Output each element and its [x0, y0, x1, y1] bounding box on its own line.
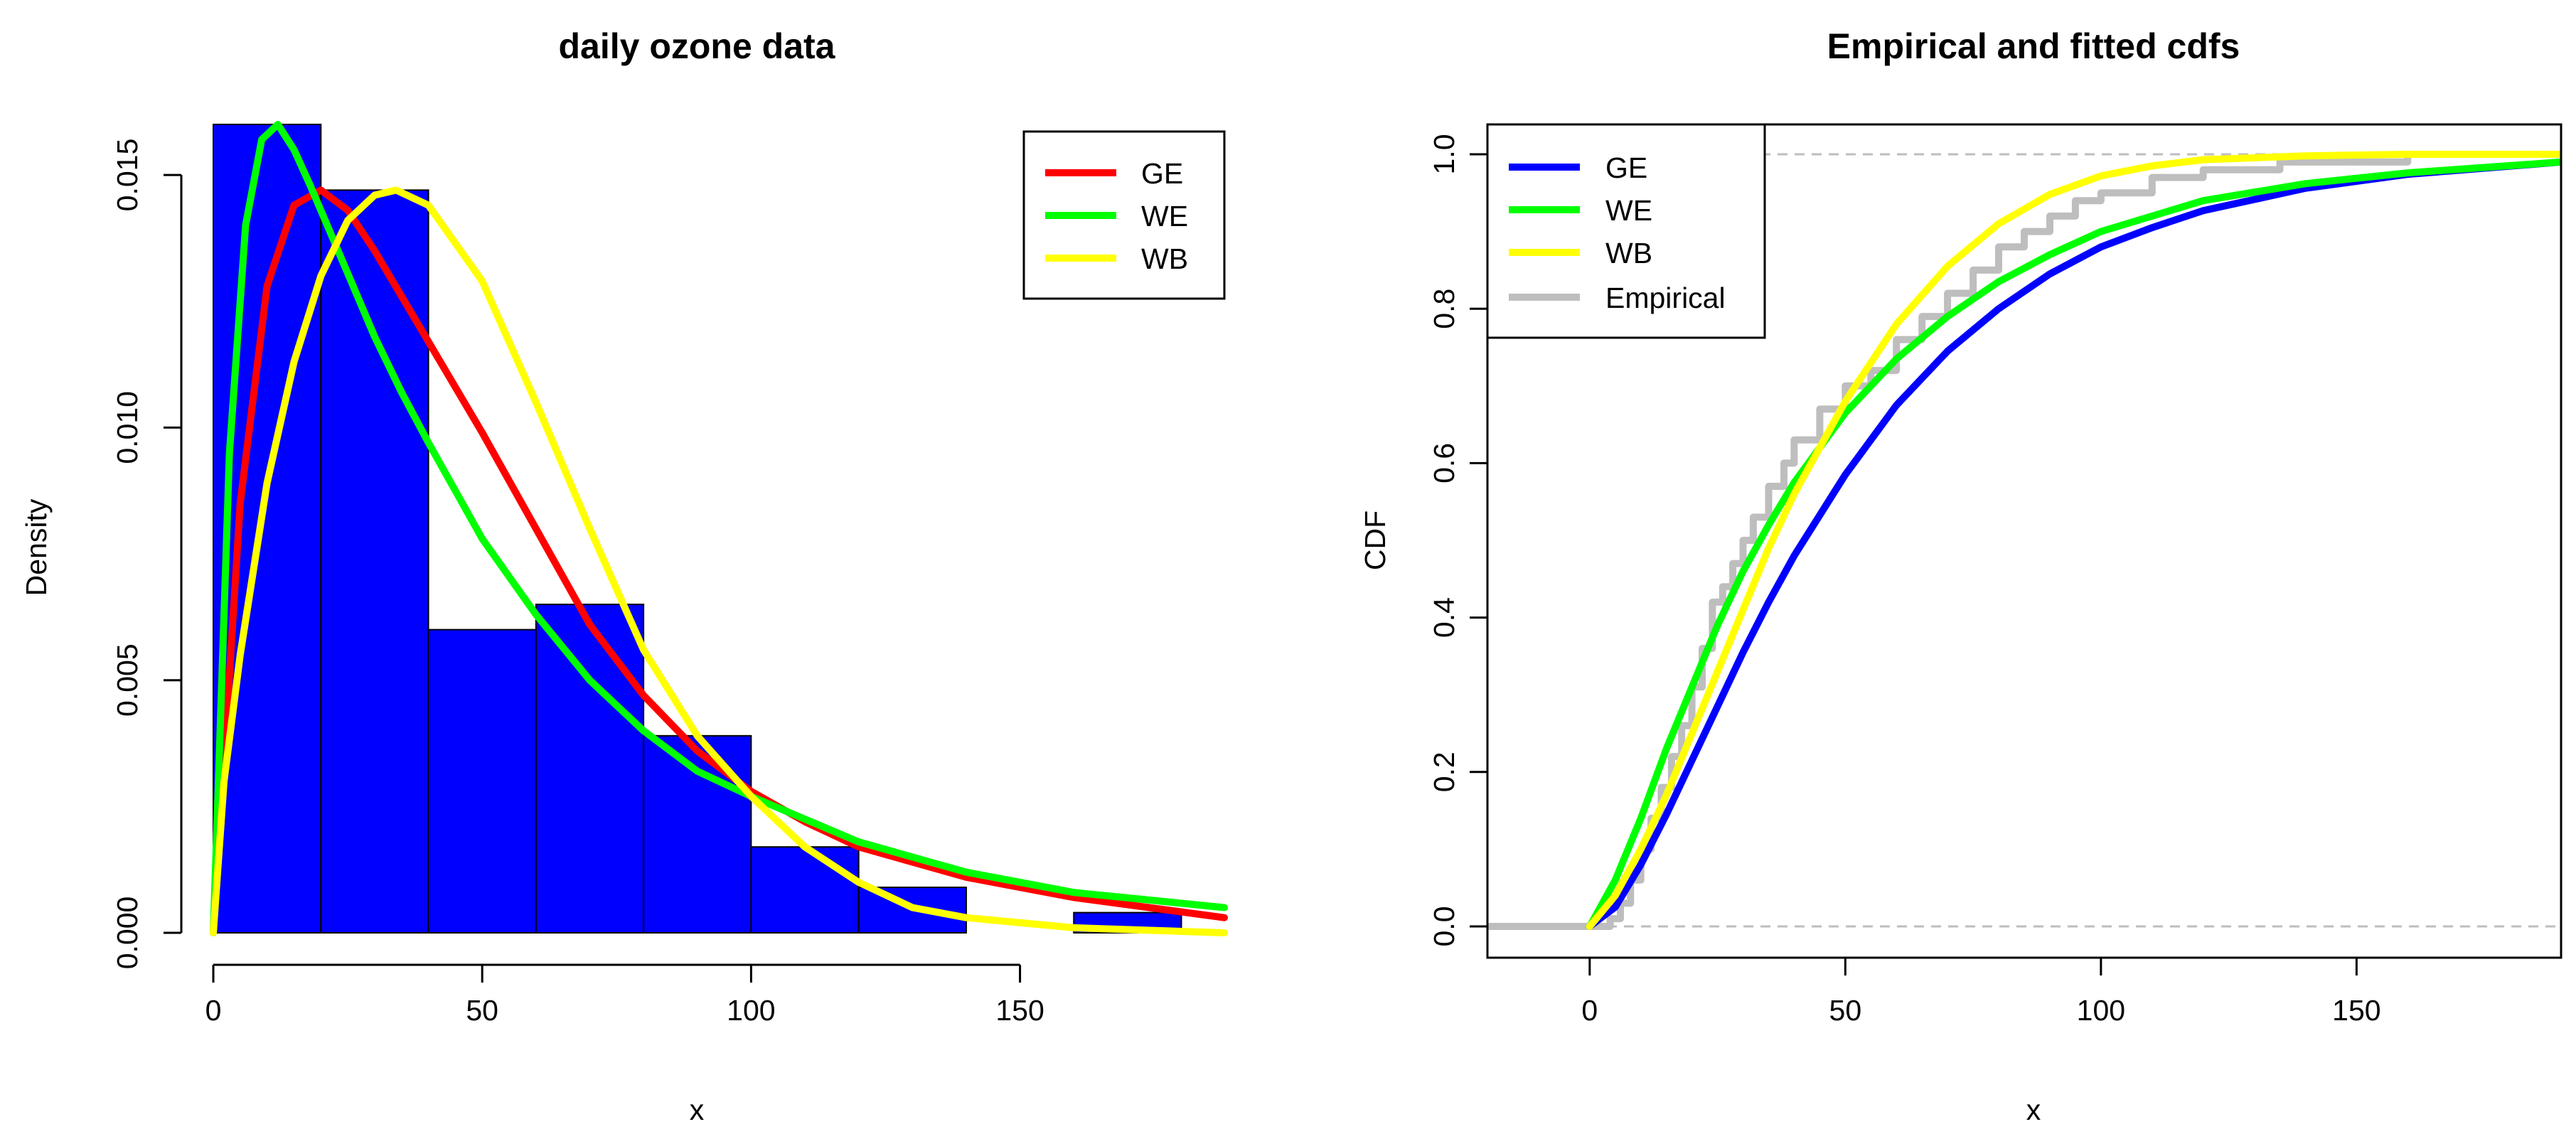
right-legend-box — [1486, 123, 1766, 339]
histogram-bar — [320, 189, 429, 934]
cdf-curve-wb — [1586, 151, 2561, 930]
left-x-tick-label: 150 — [995, 994, 1044, 1027]
left-y-axis-label: Density — [20, 498, 53, 596]
right-curves-clip — [1487, 151, 2561, 930]
left-y-tick-label: 0.015 — [111, 139, 144, 212]
right-axes: 0 50 100 150 0.0 0.2 0.4 0.6 0.8 1.0 — [1428, 134, 2381, 1027]
left-chart-title: daily ozone data — [559, 26, 836, 66]
cdf-curve-ge — [1586, 158, 2561, 930]
left-x-tick-label: 100 — [727, 994, 775, 1027]
density-curve-we — [210, 121, 1228, 936]
right-x-tick-label: 0 — [1581, 994, 1598, 1027]
cdf-curve-we — [1586, 158, 2561, 930]
density-curve-wb — [210, 186, 1228, 936]
right-y-tick-label: 0.8 — [1428, 289, 1460, 329]
right-y-tick-label: 0.2 — [1428, 752, 1460, 792]
right-y-tick-label: 0.6 — [1428, 443, 1460, 483]
left-density-curves — [210, 121, 1228, 936]
left-legend-label-wb: WB — [1141, 242, 1188, 275]
density-curve-ge — [210, 186, 1228, 936]
histogram-bar — [427, 629, 537, 934]
right-cdf-curves — [1487, 151, 2561, 930]
right-legend-label-ge: GE — [1605, 151, 1647, 184]
right-plot-frame — [1486, 123, 2562, 959]
right-y-tick-label: 0.0 — [1428, 907, 1460, 947]
right-chart-title: Empirical and fitted cdfs — [1827, 26, 2240, 66]
histogram-bar — [213, 124, 322, 934]
right-legend-label-empirical: Empirical — [1605, 282, 1726, 314]
left-y-tick-label: 0.005 — [111, 643, 144, 717]
right-panel: Empirical and fitted cdfs 0 50 100 150 0.0 0.… — [1359, 26, 2562, 1126]
left-x-axis-label: x — [690, 1093, 705, 1126]
histogram-bar — [643, 734, 752, 934]
left-legend-label-ge: GE — [1141, 157, 1183, 190]
left-panel: daily ozone data 0 50 100 150 0.000 0.005 0.01… — [20, 26, 1228, 1126]
left-axes: 0 50 100 150 0.000 0.005 0.010 0.015 — [111, 139, 1044, 1027]
left-x-tick-label: 0 — [205, 994, 222, 1027]
left-y-tick-label: 0.000 — [111, 897, 144, 970]
right-x-tick-label: 150 — [2332, 994, 2380, 1027]
right-legend: GE WE WB Empirical — [1486, 123, 1766, 339]
histogram-bar — [750, 846, 860, 934]
left-legend-label-we: WE — [1141, 200, 1188, 232]
right-x-axis-label: x — [2026, 1093, 2041, 1126]
right-y-tick-label: 0.4 — [1428, 597, 1460, 638]
right-y-axis-label: CDF — [1359, 510, 1391, 570]
left-x-tick-label: 50 — [466, 994, 498, 1027]
right-x-tick-label: 100 — [2077, 994, 2125, 1027]
left-y-tick-label: 0.010 — [111, 391, 144, 464]
left-legend: GE WE WB — [1022, 130, 1226, 300]
left-histogram-bars — [213, 124, 1182, 934]
right-y-tick-label: 1.0 — [1428, 134, 1460, 175]
right-legend-label-wb: WB — [1605, 237, 1652, 269]
histogram-bar — [535, 604, 645, 934]
right-legend-label-we: WE — [1605, 194, 1652, 227]
right-x-tick-label: 50 — [1829, 994, 1862, 1027]
